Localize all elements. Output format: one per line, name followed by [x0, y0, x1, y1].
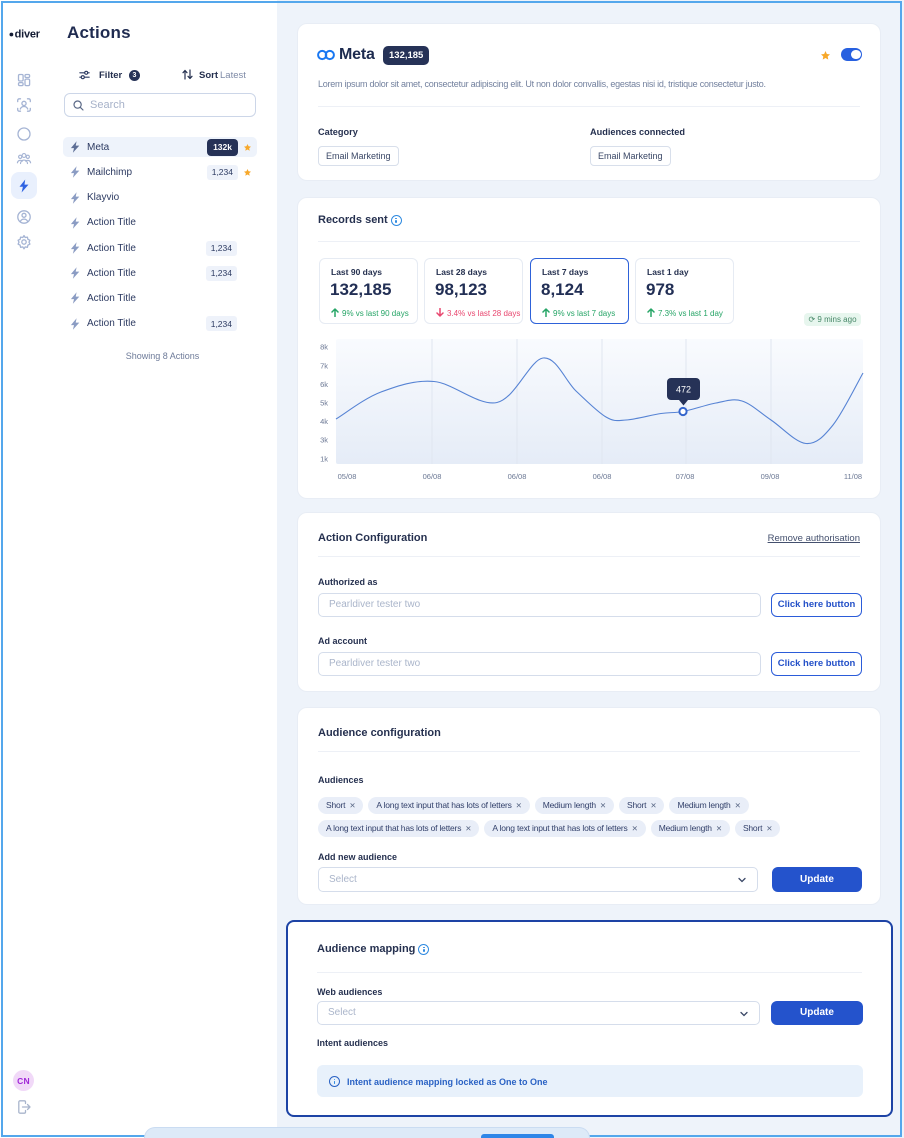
svg-text:5k: 5k	[320, 399, 328, 408]
svg-text:3k: 3k	[320, 436, 328, 445]
svg-text:7k: 7k	[320, 361, 328, 370]
svg-text:472: 472	[676, 385, 691, 395]
svg-text:06/08: 06/08	[593, 472, 612, 481]
svg-text:06/08: 06/08	[508, 472, 527, 481]
svg-text:6k: 6k	[320, 380, 328, 389]
svg-text:07/08: 07/08	[676, 472, 695, 481]
svg-text:11/08: 11/08	[844, 472, 862, 481]
svg-text:8k: 8k	[320, 343, 328, 352]
svg-text:1k: 1k	[320, 454, 328, 463]
svg-text:4k: 4k	[320, 417, 328, 426]
svg-text:05/08: 05/08	[338, 472, 357, 481]
svg-text:09/08: 09/08	[761, 472, 780, 481]
svg-text:diver: diver	[15, 29, 41, 41]
svg-text:06/08: 06/08	[423, 472, 442, 481]
